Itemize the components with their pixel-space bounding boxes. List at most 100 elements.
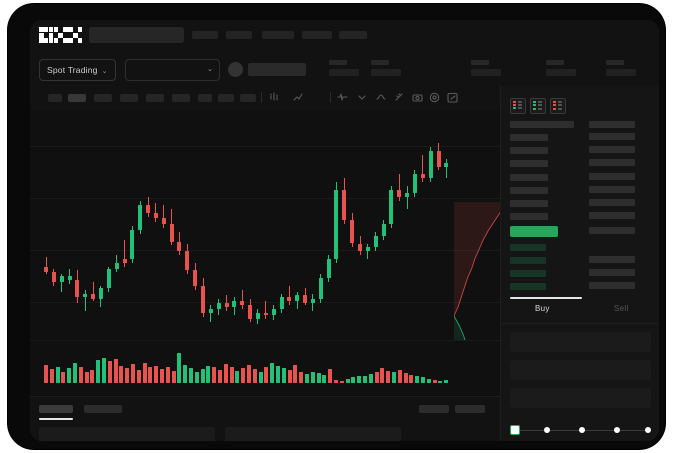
trading-pair-select[interactable]: ⌄ <box>125 59 220 81</box>
volume-chart <box>30 340 500 397</box>
orderbook-ask-qty[interactable] <box>589 133 635 140</box>
candle <box>397 110 402 340</box>
candle <box>428 110 433 340</box>
trend-line-icon[interactable] <box>375 91 388 104</box>
volume-bar <box>270 363 275 383</box>
orderbook-bid-row[interactable] <box>510 257 546 264</box>
volume-bar <box>426 378 431 383</box>
grid-line <box>30 302 500 303</box>
volume-bar <box>241 368 246 383</box>
orderbook-ask-row[interactable] <box>510 174 548 181</box>
bottom-tab-2[interactable] <box>84 405 122 413</box>
slider-step[interactable] <box>614 427 620 433</box>
candlestick-chart[interactable] <box>30 110 500 340</box>
slider-step[interactable] <box>645 427 651 433</box>
camera-icon[interactable] <box>411 91 424 104</box>
timeframe-button-8[interactable] <box>218 94 234 102</box>
nav-item-3[interactable] <box>262 31 294 39</box>
candle <box>51 110 56 340</box>
candle <box>44 110 48 340</box>
orderbook-bid-qty[interactable] <box>589 269 635 276</box>
nav-item-5[interactable] <box>339 31 367 39</box>
volume-bar <box>252 369 257 383</box>
nav-item-1[interactable] <box>192 31 218 39</box>
bottom-tab-1[interactable] <box>39 405 73 413</box>
order-field-amount[interactable] <box>510 360 651 380</box>
candle <box>365 110 370 340</box>
orderbook-ask-qty[interactable] <box>589 186 635 193</box>
orderbook-bid-row[interactable] <box>510 244 546 251</box>
bottom-action-1[interactable] <box>419 405 449 413</box>
best-price-highlight[interactable] <box>510 226 558 237</box>
order-panel: Buy Sell <box>500 86 659 441</box>
okx-logo-icon[interactable] <box>39 27 83 44</box>
timeframe-button-6[interactable] <box>172 94 190 102</box>
timeframe-button-5[interactable] <box>146 94 164 102</box>
orderbook-ask-qty[interactable] <box>589 212 635 219</box>
slider-handle[interactable] <box>510 425 520 435</box>
orderbook-ask-row[interactable] <box>510 147 548 154</box>
timeframe-button-3[interactable] <box>94 94 112 102</box>
orderbook-bid-row[interactable] <box>510 270 546 277</box>
candle <box>161 110 166 340</box>
volume-bar <box>125 368 130 383</box>
chevron-down-icon[interactable] <box>356 91 369 104</box>
candle <box>75 110 80 340</box>
market-subheader: Spot Trading ⌄ ⌄ <box>30 53 659 87</box>
volume-bar <box>339 380 344 383</box>
candle <box>114 110 119 340</box>
timeframe-button-4[interactable] <box>120 94 138 102</box>
candlestick-chart-icon[interactable] <box>268 91 281 104</box>
orderbook-ask-qty[interactable] <box>589 173 635 180</box>
orderbook-header-left[interactable] <box>510 121 574 128</box>
orderbook-ask-qty[interactable] <box>589 199 635 206</box>
settings-gear-icon[interactable] <box>428 91 441 104</box>
orderbook-ask-qty[interactable] <box>589 146 635 153</box>
candle <box>67 110 72 340</box>
tab-sell[interactable]: Sell <box>614 304 629 313</box>
orderbook-ask-row[interactable] <box>510 187 548 194</box>
volume-bar <box>200 369 205 383</box>
timeframe-button-7[interactable] <box>198 94 212 102</box>
orderbook-bids-icon[interactable] <box>530 98 546 114</box>
candle <box>91 110 96 340</box>
volume-bar <box>90 369 95 383</box>
orderbook-ask-row[interactable] <box>510 134 548 141</box>
timeframe-button-9[interactable] <box>240 94 256 102</box>
order-field-total[interactable] <box>510 388 651 408</box>
volume-bar <box>183 364 188 383</box>
amount-slider[interactable] <box>510 425 651 435</box>
orderbook-bid-row[interactable] <box>510 283 546 290</box>
orderbook-header-right[interactable] <box>589 121 635 128</box>
timeframe-button-2[interactable] <box>68 94 86 102</box>
nav-item-2[interactable] <box>226 31 252 39</box>
volume-bar <box>415 375 420 383</box>
orderbook-bid-qty[interactable] <box>589 282 635 289</box>
slider-step[interactable] <box>544 427 550 433</box>
market-type-dropdown[interactable]: Spot Trading ⌄ <box>39 59 116 81</box>
orderbook-ask-row[interactable] <box>510 160 548 167</box>
orderbook-asks-icon[interactable] <box>550 98 566 114</box>
nav-item-4[interactable] <box>302 31 332 39</box>
order-field-price[interactable] <box>510 332 651 352</box>
orderbook-ask-row[interactable] <box>510 200 548 207</box>
timeframe-button-1[interactable] <box>48 94 62 102</box>
orderbook-best-qty[interactable] <box>589 227 635 234</box>
orderbook-ask-qty[interactable] <box>589 159 635 166</box>
line-chart-icon[interactable] <box>292 91 305 104</box>
stat-value <box>371 69 401 76</box>
orderbook-bid-qty[interactable] <box>589 256 635 263</box>
indicator-icon[interactable] <box>336 91 349 104</box>
volume-bar <box>194 371 199 383</box>
orderbook-ask-row[interactable] <box>510 213 548 220</box>
ruler-icon[interactable] <box>393 91 406 104</box>
chevron-down-icon: ⌄ <box>101 68 108 75</box>
orderbook-both-icon[interactable] <box>510 98 526 114</box>
tab-buy[interactable]: Buy <box>535 304 550 313</box>
fullscreen-icon[interactable] <box>446 91 459 104</box>
volume-bar <box>281 368 286 383</box>
slider-step[interactable] <box>579 427 585 433</box>
search-input[interactable] <box>89 27 184 43</box>
volume-bar <box>84 372 89 383</box>
bottom-action-2[interactable] <box>455 405 485 413</box>
